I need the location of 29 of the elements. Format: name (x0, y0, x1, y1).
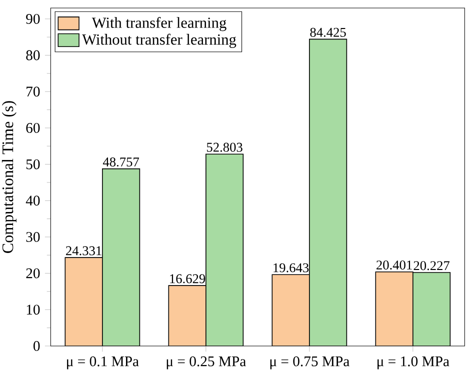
x-tick-label: μ = 1.0 MPa (378, 356, 450, 370)
y-tick-label: 0 (34, 341, 40, 351)
bar (412, 272, 451, 346)
y-tick-label: 30 (26, 232, 40, 242)
x-tick-label: μ = 0.1 MPa (67, 356, 139, 370)
y-tick-label: 60 (26, 122, 40, 133)
data-label: 84.425 (310, 28, 346, 37)
y-tick-label: 80 (26, 50, 40, 60)
data-label: 20.227 (414, 261, 450, 270)
data-label: 24.331 (66, 246, 102, 256)
legend-label: Without transfer learning (82, 34, 236, 48)
data-label: 20.401 (376, 260, 412, 270)
y-tick-label: 10 (26, 304, 40, 315)
bar (309, 38, 348, 346)
y-axis-title: Computational Time (s) (2, 101, 16, 253)
legend-label: With transfer learning (92, 16, 226, 32)
data-label: 19.643 (274, 263, 309, 272)
bar (102, 168, 140, 346)
y-tick-label: 50 (26, 159, 40, 170)
y-tick-label: 90 (26, 14, 40, 24)
data-label: 52.803 (206, 142, 242, 152)
x-tick-label: μ = 0.75 MPa (270, 356, 350, 370)
data-label: 16.629 (170, 274, 206, 284)
data-label: 48.757 (102, 157, 140, 167)
y-tick-label: 70 (26, 86, 40, 97)
y-tick-label: 20 (26, 268, 40, 278)
x-tick-label: μ = 0.25 MPa (166, 356, 246, 370)
bar (206, 154, 244, 346)
y-tick-label: 40 (26, 196, 40, 206)
